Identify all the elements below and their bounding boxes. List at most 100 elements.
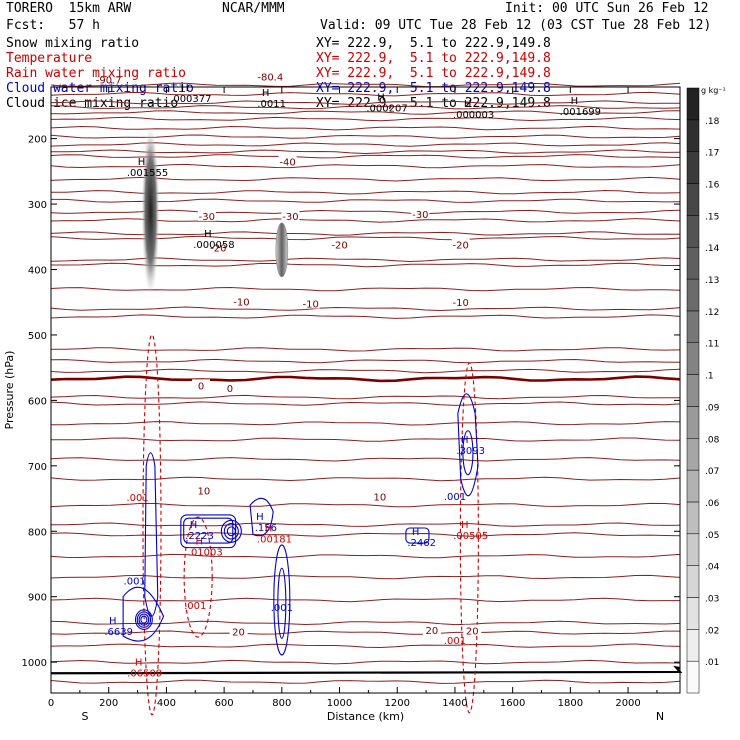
- isotherm: [51, 347, 681, 352]
- isotherm: [50, 401, 681, 406]
- colorbar-swatch: [686, 215, 700, 248]
- y-tick-label: 1000: [22, 658, 47, 669]
- colorbar-label: .03: [705, 594, 719, 604]
- colorbar-label: .13: [705, 276, 719, 286]
- cloud-water-contour: [122, 586, 165, 642]
- maximum-mark: H: [109, 616, 117, 627]
- maximum-mark: H: [204, 229, 212, 240]
- x-tick-label: 1800: [558, 698, 583, 709]
- colorbar-label: .17: [705, 149, 719, 159]
- cloud-ice-plume: [141, 125, 160, 296]
- mixing-ratio-label: .001: [124, 576, 146, 587]
- label-background: [330, 238, 349, 250]
- y-tick-label: 200: [28, 135, 47, 146]
- cloud-water-contour: [220, 519, 242, 543]
- maximum-mark: H: [377, 93, 385, 104]
- maximum-mark: H: [196, 536, 204, 547]
- maximum-value: .001555: [127, 168, 168, 179]
- colorbar-label: .14: [705, 244, 720, 254]
- rain-contour: [183, 516, 213, 638]
- x-tick-label: 1600: [500, 698, 525, 709]
- mixing-ratio-label: .001: [184, 601, 206, 612]
- temperature-label: 10: [374, 493, 387, 504]
- temperature-label: -10: [303, 300, 319, 311]
- colorbar-swatch: [686, 87, 700, 121]
- maximum-value: .6639: [104, 627, 133, 638]
- maximum-mark: H: [262, 88, 270, 99]
- y-tick-label: 400: [28, 266, 47, 277]
- colorbar-swatch: [686, 342, 700, 375]
- colorbar-swatch: [686, 310, 700, 343]
- temperature-label: 0: [198, 381, 204, 392]
- maximum-value: .000377: [170, 94, 211, 105]
- maximum-value: .156: [255, 523, 277, 534]
- isotherm: [50, 553, 681, 559]
- header-org: NCAR/MMM: [222, 1, 285, 16]
- label-background: [194, 484, 213, 496]
- temperature-extreme-label: -80.4: [257, 72, 283, 83]
- isotherm: [50, 306, 681, 312]
- maximum-value: .2462: [407, 538, 436, 549]
- isotherm: [50, 620, 681, 626]
- colorbar-label: .09: [705, 403, 720, 413]
- colorbar-swatch: [686, 660, 700, 694]
- colorbar-swatch: [686, 183, 700, 216]
- temperature-label: 20: [466, 627, 479, 638]
- isotherm: [50, 314, 681, 319]
- colorbar-swatch: [686, 119, 700, 152]
- x-tick-label: 1400: [442, 698, 467, 709]
- temperature-label: -30: [412, 210, 428, 221]
- colorbar-unit: g kg⁻¹: [701, 86, 726, 95]
- maximum-value: .06509: [127, 668, 162, 679]
- isotherm: [50, 358, 681, 364]
- isotherm: [50, 679, 681, 684]
- y-tick-label: 500: [28, 331, 47, 342]
- cloud-water-contour: [273, 544, 291, 656]
- maximum-mark: H: [461, 435, 469, 446]
- colorbar-label: .1: [705, 372, 714, 382]
- field-name-snow: Snow mixing ratio: [6, 36, 140, 51]
- isotherm: [50, 630, 680, 635]
- maximum-mark: H: [265, 523, 273, 534]
- cloud-water-contour: [144, 452, 159, 617]
- isotherm: [50, 574, 681, 580]
- y-tick-label: 800: [28, 527, 47, 538]
- maximum-mark: H: [138, 157, 146, 168]
- temperature-label: 0: [227, 384, 233, 395]
- isotherm: [50, 394, 681, 400]
- isotherm: [50, 375, 681, 383]
- isotherm: [50, 100, 681, 105]
- maximum-mark: H: [412, 527, 420, 538]
- label-background: [301, 297, 320, 309]
- colorbar-label: .04: [705, 563, 720, 573]
- isotherm: [50, 105, 681, 110]
- header-model: TORERO 15km ARW: [6, 1, 132, 16]
- colorbar-label: .07: [705, 467, 719, 477]
- header-init: Init: 00 UTC Sun 26 Feb 12: [505, 1, 709, 16]
- x-tick-label: 1200: [385, 698, 410, 709]
- colorbar-label: .16: [705, 181, 720, 191]
- isotherm: [50, 286, 681, 292]
- x-tick-label: 1000: [327, 698, 352, 709]
- cloud-water-contour: [277, 567, 287, 639]
- field-xy-snow: XY= 222.9, 5.1 to 222.9,149.8: [316, 36, 551, 51]
- isotherm: [50, 110, 681, 115]
- label-background: [209, 241, 228, 253]
- colorbar-label: .05: [705, 531, 719, 541]
- isotherm: [51, 421, 681, 426]
- colorbar-swatch: [686, 406, 700, 439]
- label-background: [232, 295, 251, 307]
- colorbar-swatch: [686, 597, 700, 630]
- colorbar-swatch: [686, 438, 700, 471]
- maximum-mark: H: [464, 99, 472, 110]
- colorbar-swatch: [686, 501, 700, 535]
- cloud-water-contour: [140, 615, 148, 624]
- cloud-water-contour: [138, 613, 150, 626]
- mixing-ratio-label: .001: [271, 603, 293, 614]
- maximum-value: .001699: [560, 107, 601, 118]
- maximum-value: .0011: [257, 99, 286, 110]
- isotherm: [51, 437, 681, 442]
- isotherm: [50, 368, 681, 374]
- colorbar-label: .15: [705, 212, 719, 222]
